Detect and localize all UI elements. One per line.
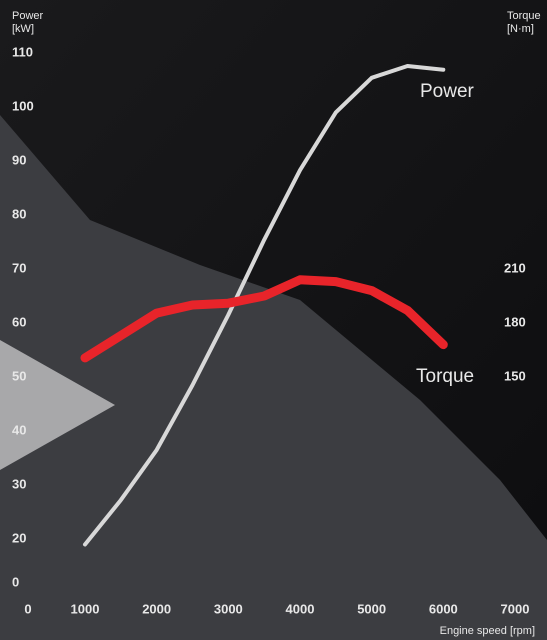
- y-tick-label: 40: [12, 422, 26, 437]
- y-tick-label: 110: [12, 44, 33, 59]
- series-line: [80, 275, 448, 363]
- x-tick-label: 6000: [429, 601, 458, 616]
- x-tick-label: 4000: [286, 601, 315, 616]
- x-tick-label: 0: [24, 601, 31, 616]
- x-tick-label: 3000: [214, 601, 243, 616]
- backdrop-shape: [0, 340, 115, 470]
- y-tick-label: 50: [12, 368, 26, 383]
- x-axis-title: Engine speed [rpm]: [440, 625, 535, 637]
- y-tick-label: 90: [12, 152, 26, 167]
- y-tick-label: 100: [12, 98, 34, 113]
- x-tick-label: 1000: [71, 601, 100, 616]
- y2-axis-title: Torque: [507, 10, 541, 22]
- y-tick-label: 30: [12, 476, 26, 491]
- x-tick-label: 7000: [501, 601, 530, 616]
- y-tick-label: 70: [12, 260, 26, 275]
- y-tick-label: 80: [12, 206, 26, 221]
- series-line: [83, 64, 446, 547]
- y2-tick-label: 150: [504, 368, 526, 383]
- x-tick-label: 5000: [357, 601, 386, 616]
- y-tick-label: 0: [12, 574, 19, 589]
- y2-tick-label: 180: [504, 314, 526, 329]
- y-axis-title: Power: [12, 10, 44, 22]
- series-label: Torque: [416, 366, 474, 387]
- series-label: Power: [420, 81, 475, 102]
- y2-axis-title: [N·m]: [507, 23, 534, 35]
- y-axis-title: [kW]: [12, 23, 34, 35]
- x-tick-label: 2000: [142, 601, 171, 616]
- y-tick-label: 60: [12, 314, 26, 329]
- y2-tick-label: 210: [504, 260, 526, 275]
- y-tick-label: 20: [12, 530, 26, 545]
- backdrop-shape: [0, 115, 547, 640]
